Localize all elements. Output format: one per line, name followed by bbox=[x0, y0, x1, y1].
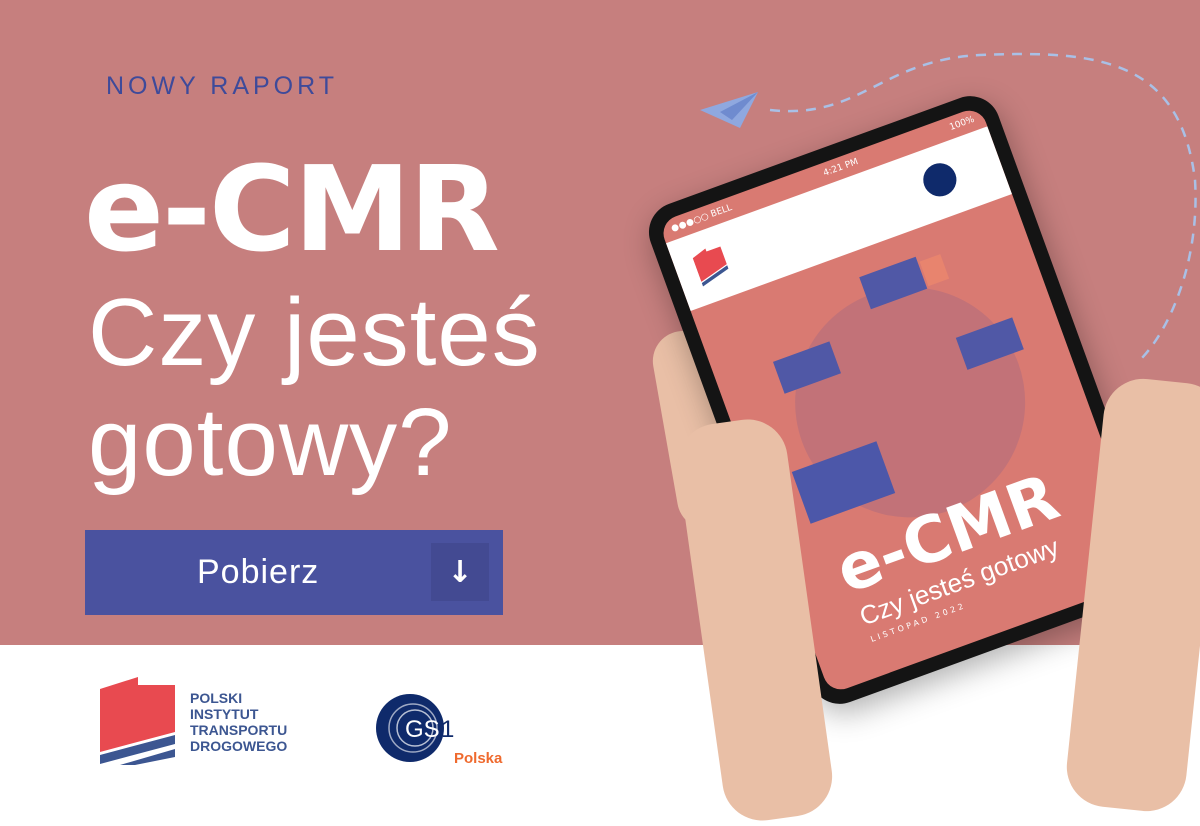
gs1-mark-text: GS bbox=[405, 716, 440, 743]
download-button[interactable]: Pobierz ↓ bbox=[85, 530, 503, 615]
cover-header bbox=[665, 126, 1012, 311]
pitd-line: INSTYTUT bbox=[190, 706, 259, 722]
tablet-screen: ●●●○○ BELL 4:21 PM 100% e-CMR Czy jesteś… bbox=[658, 105, 1152, 695]
headline: e-CMR bbox=[84, 140, 500, 278]
gs1-mini-logo bbox=[923, 163, 957, 197]
paper-plane-icon bbox=[700, 92, 758, 128]
dashed-flight-path bbox=[769, 52, 1197, 361]
tablet-device: ●●●○○ BELL 4:21 PM 100% e-CMR Czy jesteś… bbox=[640, 87, 1170, 713]
gs1-region-label: Polska bbox=[454, 750, 503, 767]
pitd-logo-mark bbox=[100, 677, 175, 765]
svg-text:1: 1 bbox=[441, 716, 454, 743]
pitd-logo-text: POLSKI INSTYTUT TRANSPORTU DROGOWEGO bbox=[190, 690, 287, 754]
pitd-mini-logo bbox=[692, 246, 729, 287]
subheadline-line-1: Czy jesteś bbox=[88, 279, 541, 386]
report-kicker: NOWY RAPORT bbox=[106, 72, 338, 100]
subheadline-line-2: gotowy? bbox=[88, 389, 453, 496]
pitd-line: POLSKI bbox=[190, 690, 243, 706]
battery-level: 100% bbox=[948, 114, 976, 133]
arrow-down-icon: ↓ bbox=[431, 543, 489, 601]
pitd-line: TRANSPORTU bbox=[190, 722, 288, 738]
download-button-label: Pobierz bbox=[197, 553, 320, 591]
pitd-line: DROGOWEGO bbox=[190, 738, 288, 754]
gs1-logo-mark: GS 1 bbox=[376, 694, 454, 762]
